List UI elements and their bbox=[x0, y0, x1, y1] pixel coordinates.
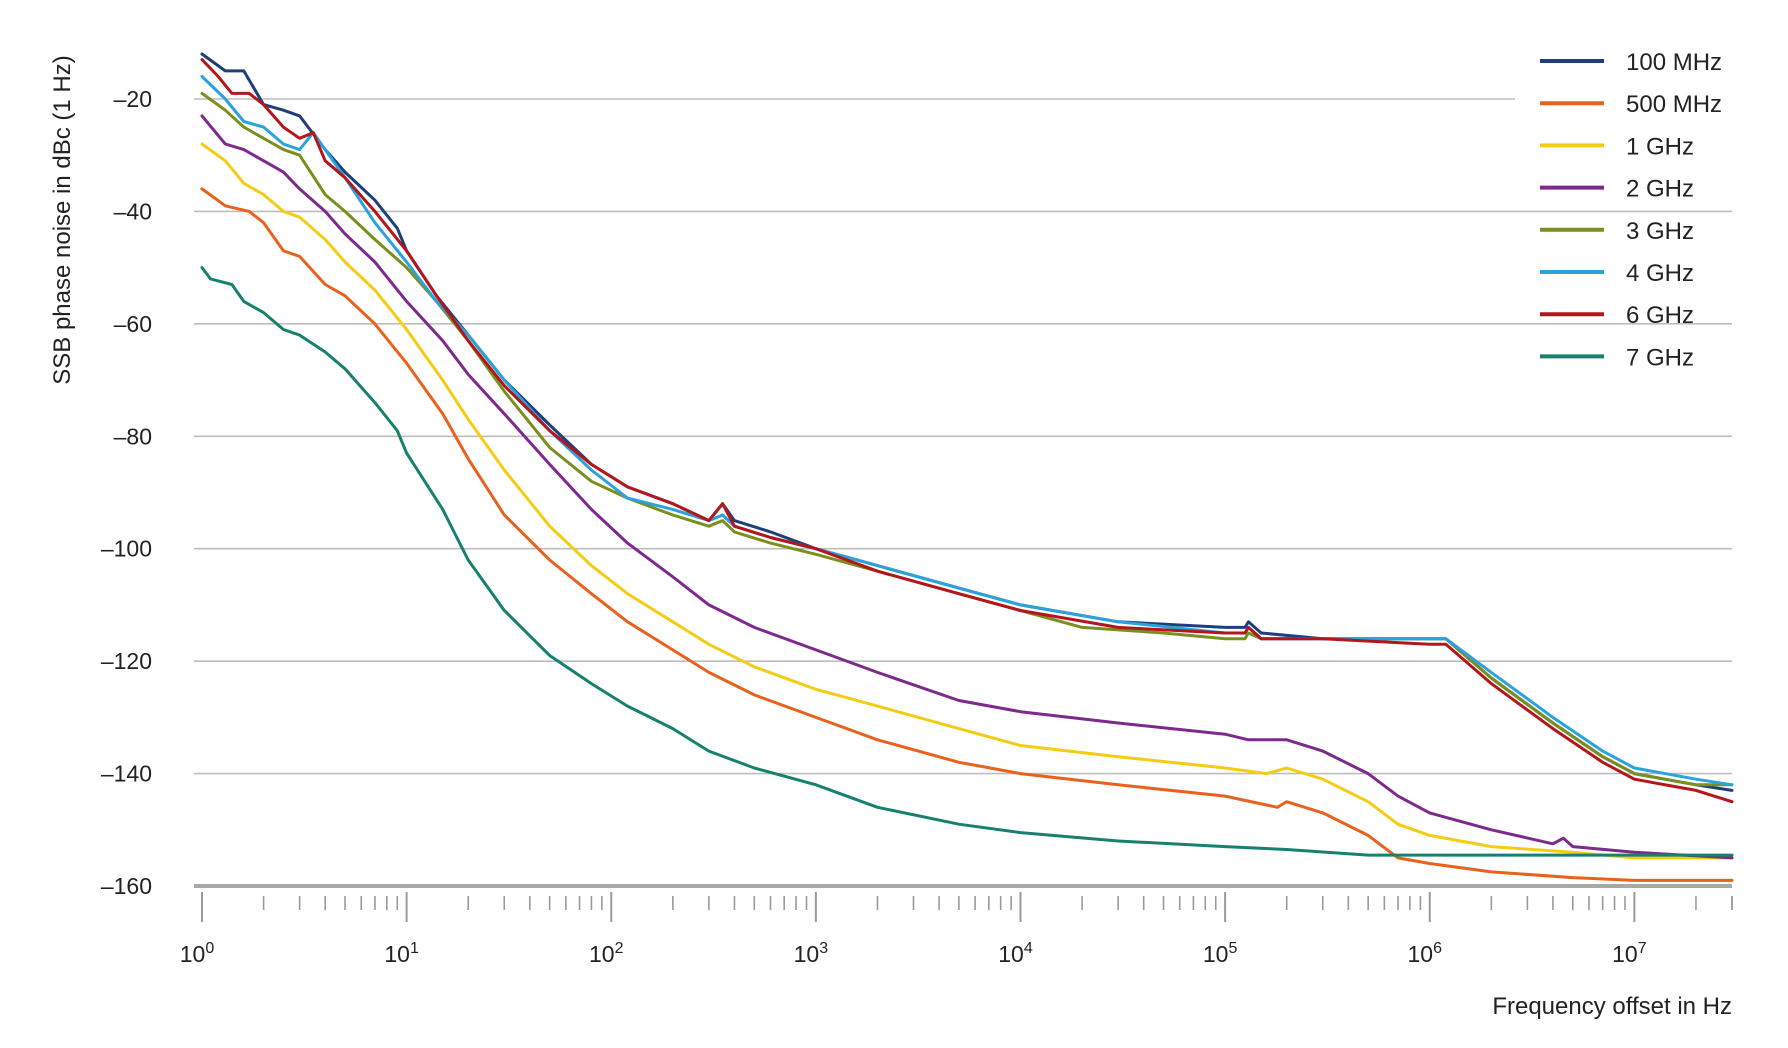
legend-label-2-ghz: 2 GHz bbox=[1626, 176, 1694, 203]
x-tick-label: 106 bbox=[1407, 940, 1442, 967]
x-axis: 100 101 102 103 104 105 106 107 bbox=[180, 884, 1733, 967]
x-tick-label: 104 bbox=[998, 940, 1033, 967]
y-axis-title: SSB phase noise in dBc (1 Hz) bbox=[49, 55, 76, 385]
series-lines bbox=[200, 52, 1734, 882]
x-tick-label: 105 bbox=[1203, 940, 1238, 967]
y-tick-label: –40 bbox=[114, 198, 152, 224]
legend-label-100-mhz: 100 MHz bbox=[1626, 49, 1722, 76]
series-line-7-ghz bbox=[200, 266, 1734, 857]
y-tick-label: –80 bbox=[114, 423, 152, 449]
y-tick-label: –100 bbox=[101, 536, 152, 562]
y-tick-label: –20 bbox=[114, 86, 152, 112]
x-tick-label: 102 bbox=[589, 940, 624, 967]
x-axis-title: Frequency offset in Hz bbox=[1492, 993, 1732, 1020]
series-line-6-ghz bbox=[200, 58, 1734, 804]
x-tick-label: 100 bbox=[180, 940, 215, 967]
legend-label-3-ghz: 3 GHz bbox=[1626, 218, 1694, 245]
legend: 100 MHz 500 MHz 1 GHz 2 GHz 3 GHz 4 GHz 6 GHz 7… bbox=[1540, 49, 1722, 371]
y-tick-label: –60 bbox=[114, 311, 152, 337]
series-line-4-ghz bbox=[200, 75, 1734, 787]
legend-label-500-mhz: 500 MHz bbox=[1626, 91, 1722, 118]
legend-label-7-ghz: 7 GHz bbox=[1626, 344, 1694, 371]
x-tick-label: 101 bbox=[384, 940, 419, 967]
legend-label-4-ghz: 4 GHz bbox=[1626, 260, 1694, 287]
gridlines bbox=[194, 98, 1732, 775]
series-line-500-mhz bbox=[200, 187, 1734, 882]
y-tick-label: –160 bbox=[101, 873, 152, 899]
legend-label-6-ghz: 6 GHz bbox=[1626, 302, 1694, 329]
x-tick-label: 103 bbox=[794, 940, 829, 967]
series-line-2-ghz bbox=[200, 114, 1734, 860]
x-tick-label: 107 bbox=[1612, 940, 1647, 967]
y-tick-label: –140 bbox=[101, 761, 152, 787]
y-tick-label: –120 bbox=[101, 648, 152, 674]
legend-label-1-ghz: 1 GHz bbox=[1626, 133, 1694, 160]
series-line-1-ghz bbox=[200, 142, 1734, 860]
y-axis: –20 –40 –60 –80 –100 –120 –140 –160 bbox=[101, 86, 152, 899]
